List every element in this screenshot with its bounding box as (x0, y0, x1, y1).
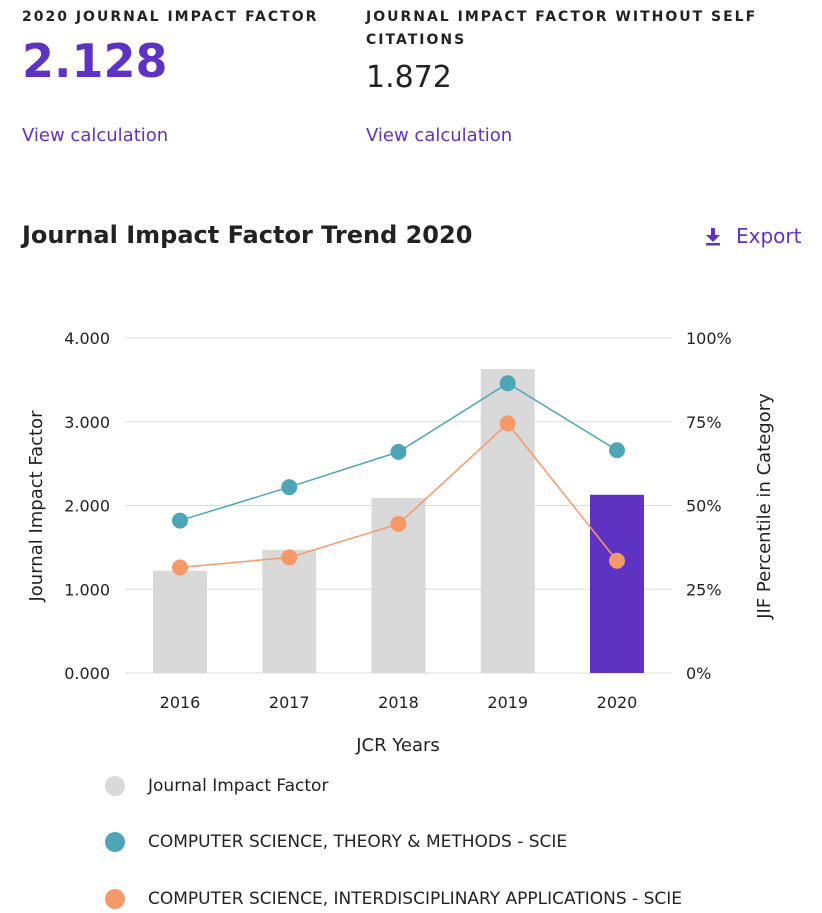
series-point-theory-methods (390, 443, 407, 460)
legend-item-interdisciplinary-applications[interactable]: COMPUTER SCIENCE, INTERDISCIPLINARY APPL… (105, 889, 682, 909)
jif-metric: 2020 JOURNAL IMPACT FACTOR 2.128 (22, 6, 318, 87)
export-label: Export (736, 224, 802, 248)
series-point-theory-methods (281, 479, 298, 496)
x-axis-title: JCR Years (355, 735, 440, 756)
jif-trend-chart: 0.000 0% 1.000 25% 2.000 50% 3.000 75% 4.000 100%… (26, 329, 775, 756)
download-icon (704, 226, 722, 246)
y-tick-label-right: 0% (686, 664, 711, 683)
y-tick-label-left: 3.000 (64, 413, 110, 432)
y-tick-label-right: 75% (686, 413, 722, 432)
series-point-theory-methods (609, 442, 625, 459)
x-tick-label: 2017 (269, 693, 310, 712)
export-button[interactable]: Export (704, 222, 801, 250)
series-point-theory-methods (499, 375, 516, 392)
y-tick-label-left: 2.000 (64, 497, 110, 516)
y-tick-label-left: 4.000 (64, 329, 110, 348)
y-tick-label-right: 100% (686, 329, 732, 348)
series-point-interdisciplinary-applications (499, 415, 516, 432)
x-tick-label: 2019 (487, 693, 528, 712)
y-tick-label-right: 50% (686, 497, 722, 516)
bar-journal-impact-factor (153, 570, 207, 673)
x-tick-label: 2018 (378, 693, 419, 712)
series-point-interdisciplinary-applications (281, 549, 298, 566)
series-point-interdisciplinary-applications (609, 552, 625, 569)
x-tick-label: 2020 (597, 693, 638, 712)
legend-item-theory-methods[interactable]: COMPUTER SCIENCE, THEORY & METHODS - SCI… (105, 832, 567, 852)
bar-journal-impact-factor (590, 494, 644, 673)
legend-label-journal-impact-factor: Journal Impact Factor (148, 776, 329, 796)
y-axis-title-left: Journal Impact Factor (26, 410, 47, 603)
trend-title: Journal Impact Factor Trend 2020 (22, 221, 473, 249)
y-tick-label-left: 1.000 (64, 580, 110, 599)
y-tick-label-left: 0.000 (64, 664, 110, 683)
jif-view-calculation-link[interactable]: View calculation (22, 125, 169, 146)
jif-without-self-citations-metric: JOURNAL IMPACT FACTOR WITHOUT SELF CITAT… (366, 6, 757, 52)
y-axis-title-right: JIF Percentile in Category (754, 393, 775, 620)
legend-swatch-theory-methods (105, 832, 125, 852)
jif-without-self-citations-value: 1.872 (366, 60, 452, 95)
jif-value: 2.128 (22, 34, 168, 88)
jif-without-self-citations-label-line1: JOURNAL IMPACT FACTOR WITHOUT SELF (366, 9, 758, 25)
jif-without-self-citations-view-calculation-link[interactable]: View calculation (366, 125, 513, 146)
legend-label-interdisciplinary-applications: COMPUTER SCIENCE, INTERDISCIPLINARY APPL… (148, 889, 682, 909)
jif-label: 2020 JOURNAL IMPACT FACTOR (22, 9, 319, 25)
jif-without-self-citations-label-line2: CITATIONS (366, 32, 467, 48)
bar-journal-impact-factor (480, 368, 535, 673)
bar-journal-impact-factor (262, 549, 317, 673)
x-tick-label: 2016 (160, 693, 201, 712)
y-tick-label-right: 25% (686, 580, 722, 599)
legend-item-journal-impact-factor[interactable]: Journal Impact Factor (105, 776, 328, 796)
legend-label-theory-methods: COMPUTER SCIENCE, THEORY & METHODS - SCI… (148, 832, 568, 852)
series-point-theory-methods (172, 512, 188, 529)
series-point-interdisciplinary-applications (172, 559, 188, 576)
legend-swatch-journal-impact-factor (105, 776, 125, 796)
series-point-interdisciplinary-applications (390, 515, 407, 532)
legend-swatch-interdisciplinary-applications (105, 889, 125, 909)
